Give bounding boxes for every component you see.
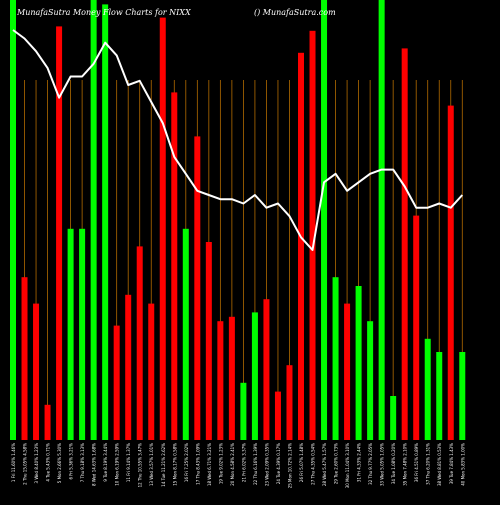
x-tick-label: 36 Fri 4.51% 0.89% <box>414 443 419 482</box>
x-tick-label: 10 Mon 6.19% 2.59% <box>115 443 120 486</box>
series-line <box>12 29 464 251</box>
x-tick-label: 6 Fri 5.36% 3.21% <box>69 443 74 480</box>
x-tick-label: 24 Tue 4.39% 0.17% <box>276 443 281 484</box>
bar <box>171 92 178 441</box>
bar <box>436 352 443 440</box>
bar <box>378 0 385 440</box>
x-tick-label: 39 Tue 7.84% 1.43% <box>449 443 454 484</box>
x-tick-label: 5 Mon 2.66% 5.30% <box>57 443 62 483</box>
bar <box>367 321 374 440</box>
x-tick-label: 2 Thu 15.05% 4.58% <box>23 443 28 485</box>
x-tick-label: 18 Wed 6.71% 3.21% <box>207 443 212 486</box>
x-tick-label: 21 Fri 6.02% 3.37% <box>241 443 246 482</box>
bar <box>90 0 97 440</box>
x-tick-label: 4 Tue 5.43% 0.71% <box>46 443 51 482</box>
bar <box>413 215 420 440</box>
bar <box>240 382 247 440</box>
x-tick-label: 28 Wed 5.47% 1.57% <box>322 443 327 486</box>
x-tick-label: 31 Fri 4.33% 2.44% <box>357 443 362 482</box>
x-tick-label: 27 Thu 4.35% 0.54% <box>311 443 316 485</box>
x-tick-label: 22 Thu 6.16% 1.39% <box>253 443 258 485</box>
bar <box>274 391 281 440</box>
x-tick-label: 34 Tue 1.08% 0.20% <box>391 443 396 484</box>
bar <box>424 338 431 440</box>
bar <box>298 52 304 441</box>
x-tick-label: 15 Mon 8.17% 0.58% <box>172 443 177 486</box>
bar <box>321 0 328 440</box>
bar <box>355 286 362 440</box>
x-tick-label: 29 Tue 2.60% 0.73% <box>334 443 339 484</box>
bar <box>44 404 51 440</box>
bar <box>401 48 408 441</box>
bar <box>182 228 189 440</box>
bar <box>344 303 351 440</box>
x-tick-label: 12 Thu 10.55% 3.47% <box>138 443 143 488</box>
bar <box>159 17 166 440</box>
bar <box>136 246 143 440</box>
x-tick-label: 35 Mon 7.48% 2.10% <box>403 443 408 486</box>
bar <box>10 0 16 440</box>
x-tick-label: 7 Thu 9.18% 3.13% <box>80 443 85 482</box>
x-tick-label: 26 Fri 5.07% 1.48% <box>299 443 304 482</box>
bar <box>194 136 201 440</box>
x-tick-label: 8 Wed 14.63% 1.68% <box>92 443 97 486</box>
site-watermark: () MunafaSutra.com <box>254 8 336 17</box>
x-tick-label: 23 Wed 2.09% 0.35% <box>264 443 269 486</box>
x-tick-label: 38 Wed 8.81% 0.53% <box>437 443 442 486</box>
bar <box>79 228 86 440</box>
bar <box>447 105 454 440</box>
bar <box>33 303 40 440</box>
bar <box>148 303 155 440</box>
bar <box>67 228 74 440</box>
bar <box>286 365 293 440</box>
x-tick-label: 33 Wed 5.05% 1.05% <box>380 443 385 486</box>
bar <box>309 30 316 441</box>
bar <box>251 312 258 440</box>
x-tick-label: 17 Thu 8.43% 1.09% <box>195 443 200 485</box>
chart-title: MunafaSutra Money Flow Charts for NIXX <box>17 8 191 17</box>
x-tick-label: 1 Fri 11.60% 1.46% <box>11 443 16 482</box>
bar <box>113 325 120 440</box>
x-tick-label: 40 Mon 5.83% 1.00% <box>460 443 465 486</box>
x-tick-label: 16 Fri 7.25% 2.02% <box>184 443 189 482</box>
x-tick-label: 25 Mon 10.72% 2.14% <box>287 443 292 488</box>
x-tick-label: 3 Wed 8.40% 1.23% <box>34 443 39 484</box>
bar <box>390 396 397 440</box>
bar <box>459 352 466 440</box>
bar <box>217 321 224 440</box>
bar <box>205 242 212 440</box>
x-tick-label: 30 Mon 11.04% 3.10% <box>345 443 350 488</box>
x-tick-label: 14 Tue 11.21% 2.62% <box>161 443 166 487</box>
x-tick-label: 32 Thu 9.77% 2.05% <box>368 443 373 485</box>
bar <box>21 277 28 440</box>
bar <box>56 26 63 441</box>
x-tick-label: 9 Tue 8.19% 3.44% <box>103 443 108 482</box>
x-tick-label: 37 Thu 6.20% 1.31% <box>426 443 431 485</box>
bar <box>228 316 235 440</box>
x-tick-label: 19 Tue 9.02% 1.23% <box>218 443 223 484</box>
bar <box>125 294 132 440</box>
bar <box>263 299 270 440</box>
x-tick-label: 11 Fri 9.14% 1.37% <box>126 443 131 482</box>
bar <box>102 4 109 441</box>
x-tick-label: 13 Wed 3.57% 1.01% <box>149 443 154 486</box>
x-tick-label: 20 Mon 4.58% 2.41% <box>230 443 235 486</box>
bar <box>332 277 339 440</box>
